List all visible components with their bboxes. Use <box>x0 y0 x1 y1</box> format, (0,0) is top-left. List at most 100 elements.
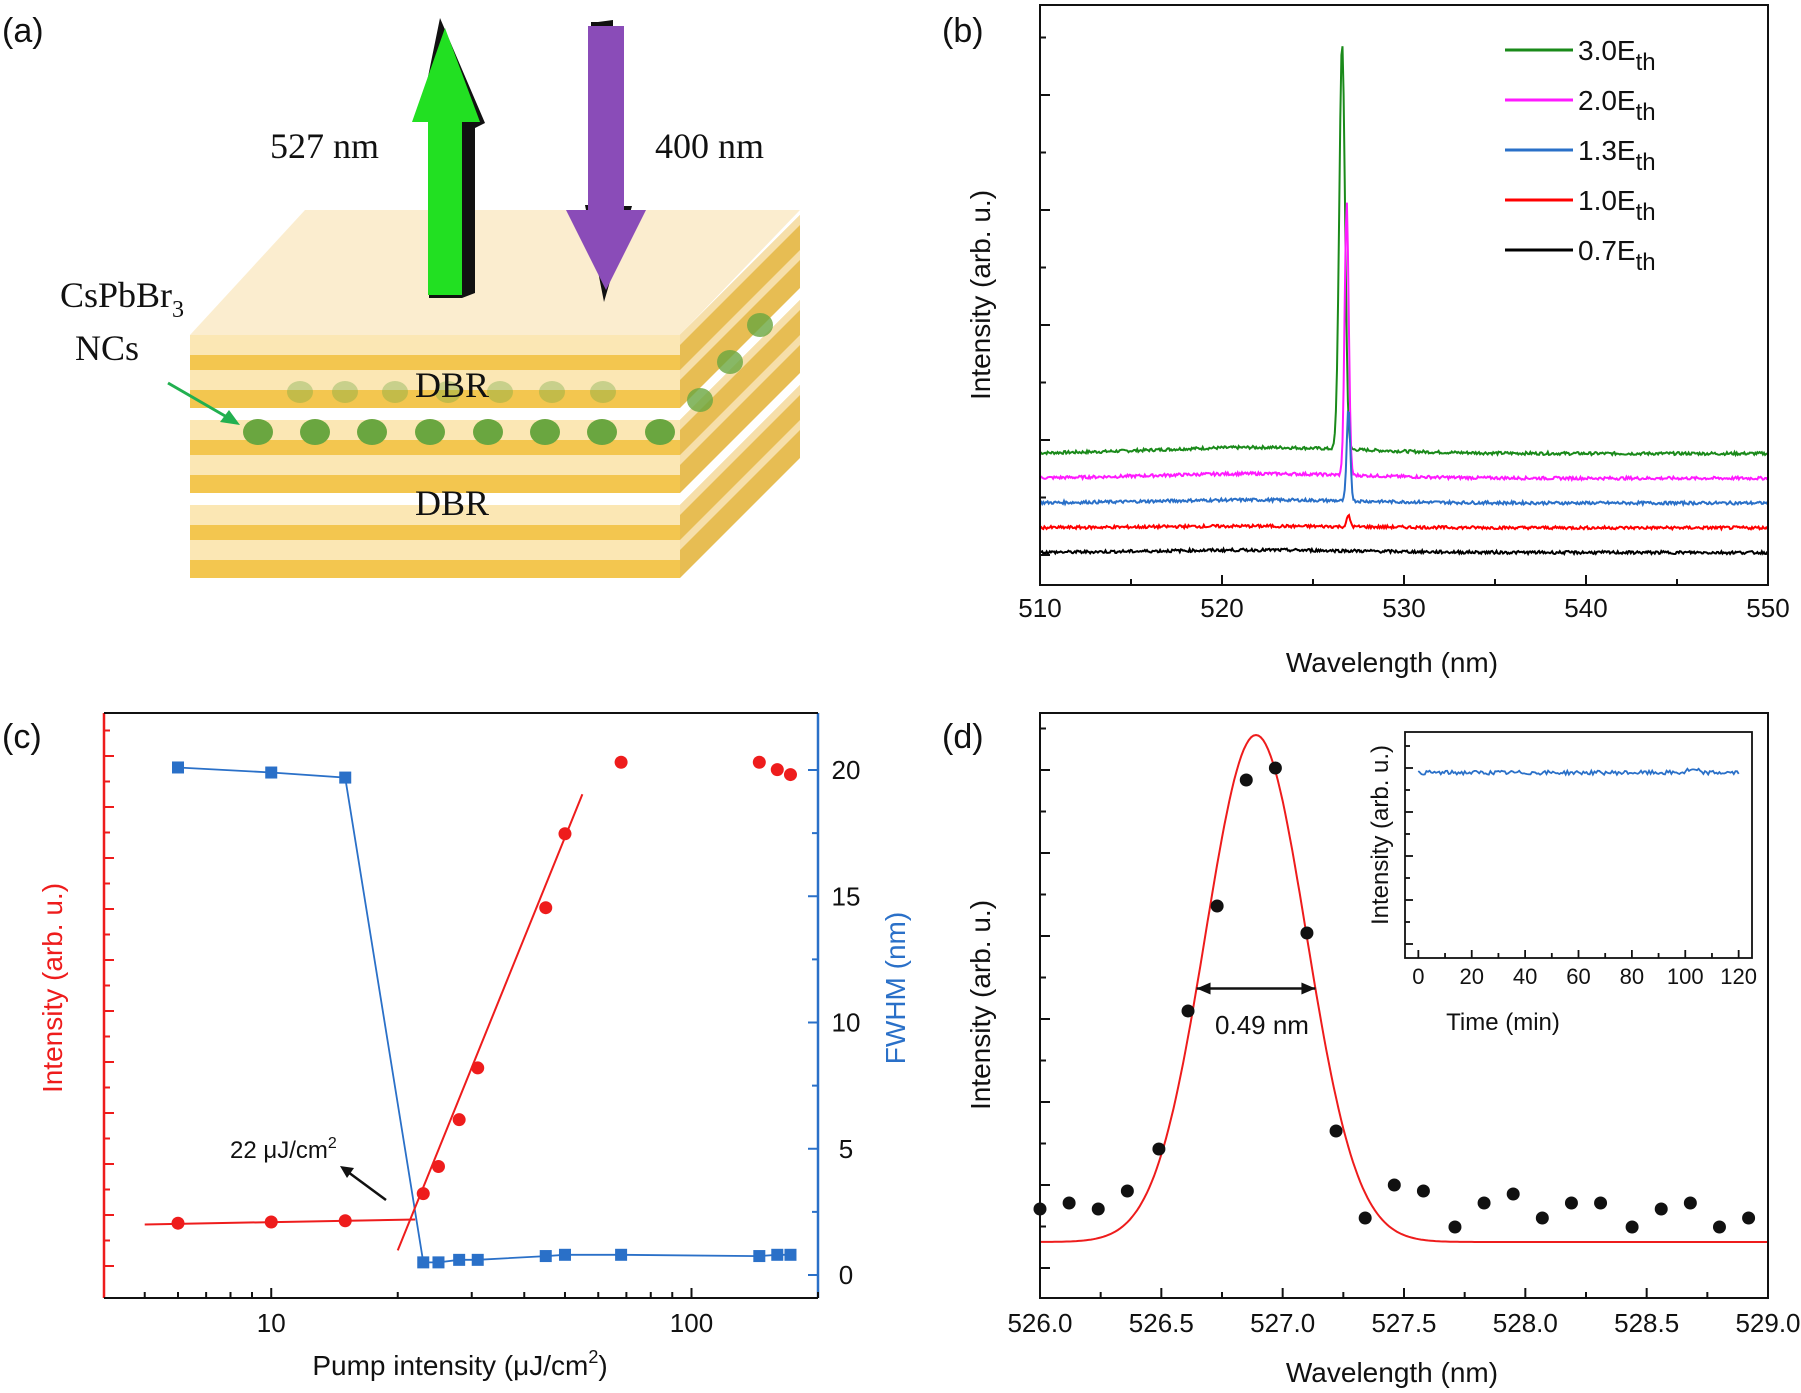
inset-xlabel: Time (min) <box>1446 1009 1560 1036</box>
figure: (a) 527 nm 400 nm CsPbBr3 NCs DBR DBR (b… <box>0 0 1801 1393</box>
chart-c-xlabel: Pump intensity (μJ/cm2) <box>312 1347 607 1381</box>
chart-c-intensity-point <box>771 763 784 776</box>
panel-d: (d) 526.0 526.5 527.0 527.5 528.0 528.5 529.0 … <box>942 713 1801 1388</box>
nc-sphere-faded <box>539 381 565 403</box>
chart-d-xtick-label: 527.0 <box>1250 1308 1315 1338</box>
chart-c-intensity-point <box>471 1061 484 1074</box>
chart-b-xtick-label: 540 <box>1564 593 1607 623</box>
panel-c-label: (c) <box>2 718 42 756</box>
inset-xtick-label: 80 <box>1620 964 1644 989</box>
chart-d-data-point <box>1240 774 1253 787</box>
chart-c-intensity-point <box>558 827 571 840</box>
chart-d-data-point <box>1063 1197 1076 1210</box>
chart-c-ylabel-right: FWHM (nm) <box>880 912 911 1064</box>
nc-sphere-side <box>687 388 713 412</box>
chart-c-fwhm-point <box>559 1249 571 1261</box>
chart-b-xtick-label: 530 <box>1382 593 1425 623</box>
nc-sphere-faded <box>332 381 358 403</box>
dbr-stack <box>190 210 800 578</box>
chart-c-intensity-point <box>417 1187 430 1200</box>
chart-b-legend-label: 2.0Eth <box>1578 85 1656 126</box>
nc-sphere-faded <box>287 381 313 403</box>
chart-d-xtick-label: 526.0 <box>1007 1308 1072 1338</box>
chart-c-right-tick-label: 20 <box>832 755 861 785</box>
chart-c-right-tick-label: 5 <box>839 1134 853 1164</box>
chart-c-intensity-point <box>539 901 552 914</box>
chart-c-fwhm-line <box>178 768 791 1263</box>
chart-b-legend-label: 1.3Eth <box>1578 135 1656 176</box>
chart-b-series-line <box>1040 46 1767 455</box>
chart-c-intensity-point <box>432 1160 445 1173</box>
chart-b-xtick-label: 550 <box>1746 593 1789 623</box>
fwhm-label: 0.49 nm <box>1215 1010 1309 1040</box>
chart-c-xtick-label: 100 <box>670 1308 713 1338</box>
nc-sphere-faded <box>487 381 513 403</box>
chart-c-fit-below <box>145 1220 415 1225</box>
chart-c-fwhm-point <box>172 761 184 773</box>
nc-sphere <box>243 419 273 445</box>
chart-d-data-point <box>1121 1185 1134 1198</box>
threshold-annotation-arrow <box>340 1166 386 1200</box>
inset-frame <box>1405 732 1752 958</box>
inset-xtick-label: 0 <box>1412 964 1424 989</box>
chart-d-xtick-label: 529.0 <box>1735 1308 1800 1338</box>
chart-d-xtick-label: 526.5 <box>1129 1308 1194 1338</box>
chart-d-data-point <box>1655 1203 1668 1216</box>
chart-b-series-line <box>1040 203 1767 480</box>
chart-d-data-point <box>1565 1197 1578 1210</box>
emission-wavelength-label: 527 nm <box>270 126 379 166</box>
chart-c-fwhm-point <box>472 1254 484 1266</box>
chart-b-xtick-label: 520 <box>1200 593 1243 623</box>
chart-d-data-point <box>1330 1125 1343 1138</box>
dbr-top-label: DBR <box>415 365 489 405</box>
chart-b-series-line <box>1040 515 1767 529</box>
chart-c-fwhm-point <box>615 1249 627 1261</box>
chart-c-xtick-label: 10 <box>257 1308 286 1338</box>
nc-label: CsPbBr3 <box>60 275 184 323</box>
panel-d-label: (d) <box>942 718 984 756</box>
inset-xtick-label: 20 <box>1459 964 1483 989</box>
inset-ylabel: Intensity (arb. u.) <box>1367 745 1394 925</box>
chart-c-fwhm-point <box>771 1249 783 1261</box>
chart-d-data-point <box>1742 1212 1755 1225</box>
chart-d-ylabel: Intensity (arb. u.) <box>965 900 996 1110</box>
chart-b-series-line <box>1040 549 1767 554</box>
dbr-bottom-label: DBR <box>415 483 489 523</box>
chart-d-data-point <box>1182 1005 1195 1018</box>
chart-d-data-point <box>1300 927 1313 940</box>
chart-c-axes: 0 5 10 15 20 10 100 <box>104 713 860 1338</box>
chart-c-fwhm-point <box>753 1250 765 1262</box>
inset-xtick-label: 40 <box>1513 964 1537 989</box>
chart-b-axes: 510 520 530 540 550 <box>1018 5 1789 623</box>
chart-d-xtick-label: 528.0 <box>1493 1308 1558 1338</box>
nc-sphere-faded <box>590 381 616 403</box>
chart-c-fwhm-point <box>784 1249 796 1261</box>
nc-sphere <box>645 419 675 445</box>
nc-sphere <box>415 419 445 445</box>
chart-d-data-point <box>1417 1185 1430 1198</box>
chart-b-xtick-label: 510 <box>1018 593 1061 623</box>
panel-b: (b) 510 520 530 540 550 3.0Eth2.0Eth1.3Eth1.… <box>942 5 1790 678</box>
nc-sphere-side <box>717 350 743 374</box>
pump-wavelength-label: 400 nm <box>655 126 764 166</box>
chart-c-intensity-point <box>339 1214 352 1227</box>
chart-d-data-point <box>1626 1221 1639 1234</box>
chart-d-data-point <box>1448 1221 1461 1234</box>
dbr-layer-front <box>190 560 680 578</box>
chart-c-fwhm-point <box>417 1256 429 1268</box>
chart-c-right-tick-label: 0 <box>839 1260 853 1290</box>
chart-c-fwhm-point <box>265 767 277 779</box>
chart-c-intensity-point <box>265 1215 278 1228</box>
nc-sphere-faded <box>382 381 408 403</box>
chart-d-xtick-label: 527.5 <box>1371 1308 1436 1338</box>
chart-c-fwhm-point <box>453 1254 465 1266</box>
chart-d-data-point <box>1092 1203 1105 1216</box>
chart-b-ylabel: Intensity (arb. u.) <box>965 190 996 400</box>
chart-b-legend-label: 0.7Eth <box>1578 235 1656 276</box>
chart-b-legend: 3.0Eth 2.0Eth 1.3Eth 1.0Eth 0.7Eth <box>1505 35 1656 276</box>
chart-b-frame <box>1040 5 1768 585</box>
chart-c-fwhm-point <box>540 1250 552 1262</box>
chart-c-fwhm-point <box>432 1256 444 1268</box>
fwhm-marker-arrow-left <box>1197 983 1211 995</box>
nc-sphere <box>530 419 560 445</box>
